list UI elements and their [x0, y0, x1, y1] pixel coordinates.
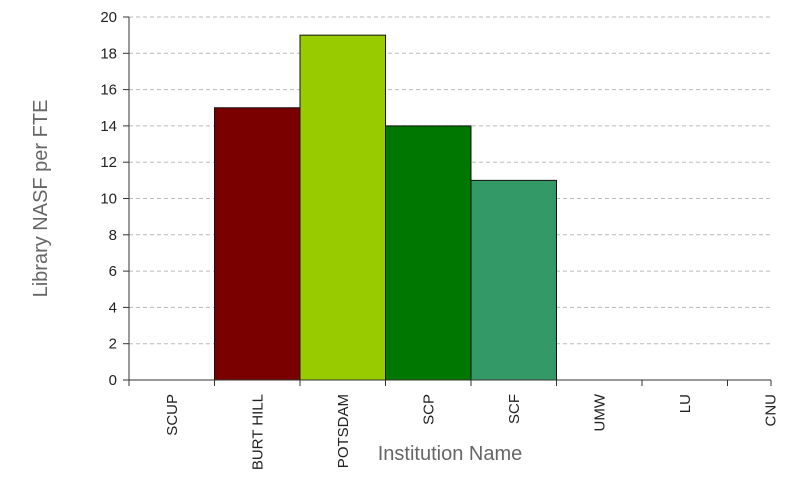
x-tick-label: SCUP	[164, 394, 181, 436]
y-tick-label: 14	[100, 118, 117, 135]
y-tick-label: 2	[109, 336, 117, 353]
bar-scp	[385, 125, 472, 381]
y-tick-label: 4	[109, 299, 117, 316]
y-tick-label: 6	[109, 263, 117, 280]
bar-potsdam	[299, 34, 386, 381]
x-tick-label: LU	[677, 394, 694, 413]
y-tick-labels: 0 2 4 6 8 10 12 14 16 18 20	[100, 9, 129, 389]
y-axis-title: Library NASF per FTE	[30, 100, 52, 298]
y-tick-label: 12	[100, 154, 117, 171]
x-axis-title: Institution Name	[378, 443, 523, 465]
y-tick-label: 8	[109, 227, 117, 244]
y-tick-label: 16	[100, 82, 117, 99]
y-tick-label: 18	[100, 45, 117, 62]
y-tick-label: 0	[109, 372, 117, 389]
x-tick-label: BURT HILL	[249, 394, 266, 470]
x-tick-label: SCF	[506, 394, 523, 424]
bar-burt-hill	[214, 107, 301, 381]
y-tick-label: 10	[100, 191, 117, 208]
x-tick-label: SCP	[420, 394, 437, 425]
x-tick-label: UMW	[591, 393, 608, 431]
bar-scf	[470, 179, 557, 381]
x-tick-label: CNU	[762, 394, 779, 427]
y-tick-label: 20	[100, 9, 117, 26]
x-tick-labels: SCUP BURT HILL POTSDAM SCP SCF UMW LU CNU	[128, 380, 779, 470]
bars	[214, 34, 557, 381]
x-tick-label: POTSDAM	[335, 394, 352, 468]
